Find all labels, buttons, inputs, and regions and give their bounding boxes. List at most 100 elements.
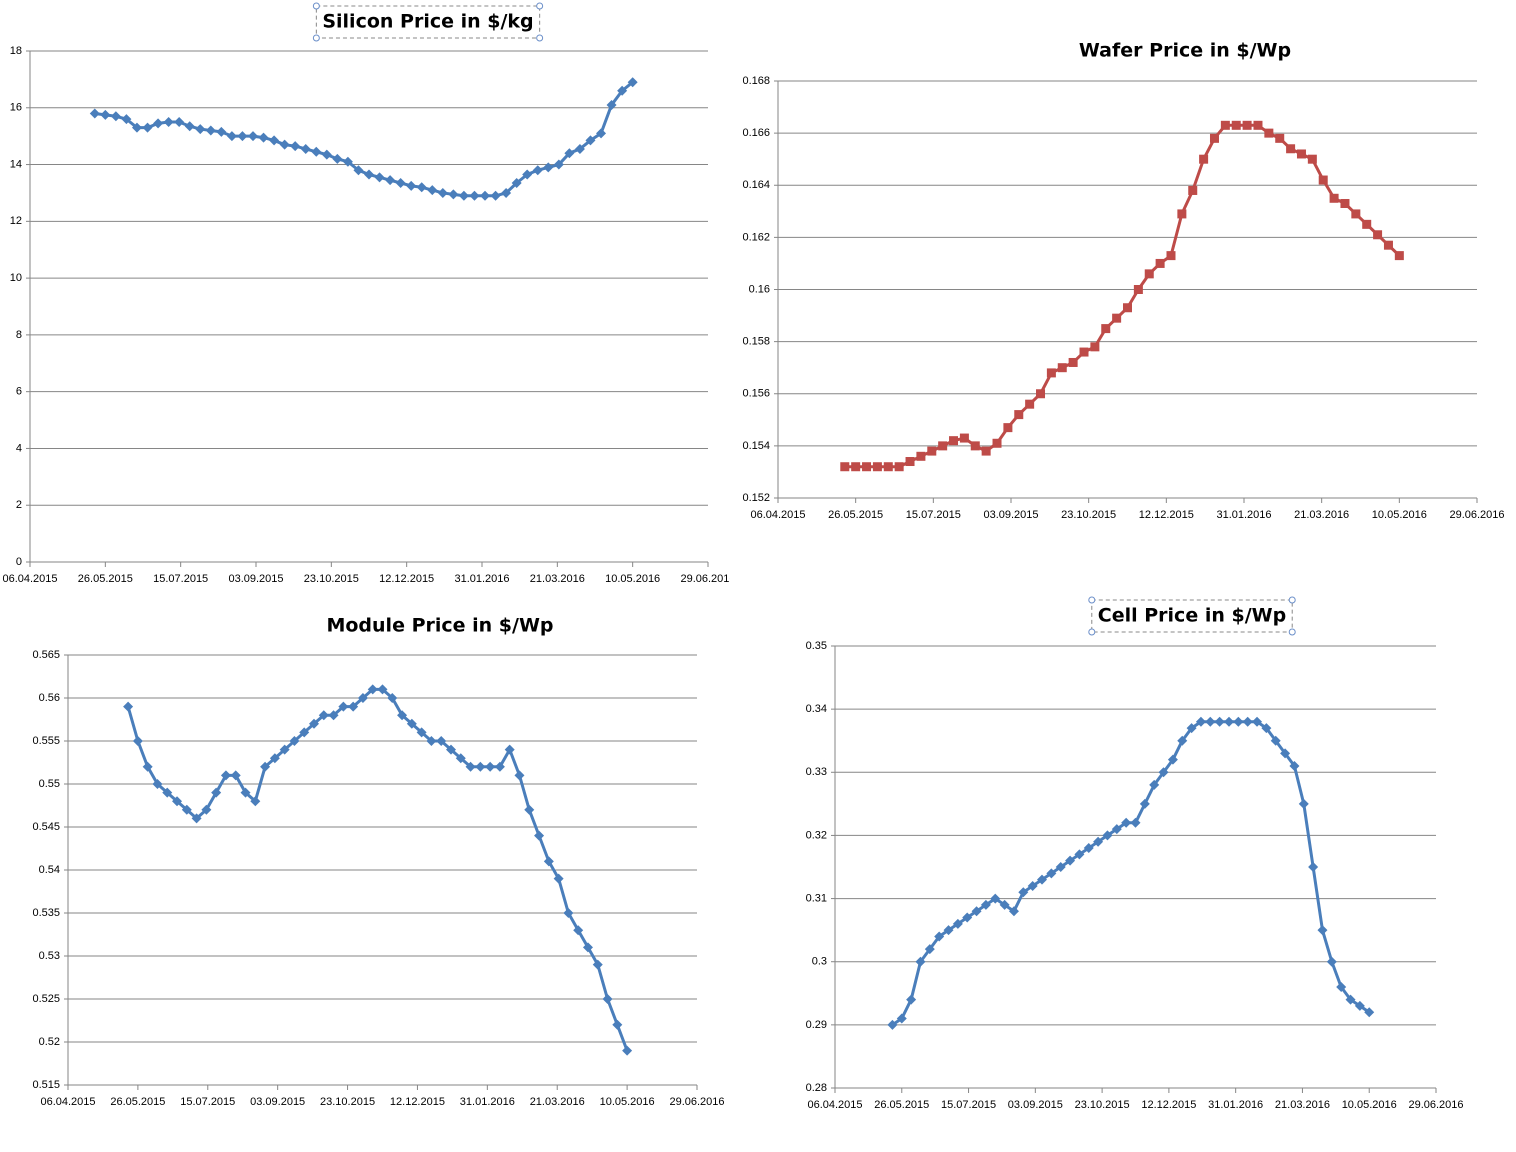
x-tick-label: 31.01.2016 xyxy=(1208,1099,1263,1111)
x-tick-label: 26.05.2015 xyxy=(874,1099,929,1111)
data-point xyxy=(174,116,185,127)
data-point xyxy=(230,770,241,781)
selection-handle xyxy=(1288,628,1296,636)
data-point xyxy=(1037,874,1048,885)
selection-handle xyxy=(1288,596,1296,604)
data-point xyxy=(377,684,388,695)
data-point xyxy=(269,135,280,146)
data-point xyxy=(1167,754,1178,765)
data-point xyxy=(216,126,227,137)
y-tick-label: 0 xyxy=(16,556,22,568)
data-point xyxy=(132,736,143,746)
x-tick-label: 06.04.2015 xyxy=(2,573,57,585)
data-point xyxy=(152,779,163,789)
data-point xyxy=(1025,399,1035,409)
line xyxy=(844,123,1401,469)
data-point xyxy=(927,446,937,456)
data-point xyxy=(971,906,982,917)
y-tick-label: 0.3 xyxy=(812,956,827,968)
data-point xyxy=(574,143,585,154)
x-tick-label: 21.03.2016 xyxy=(530,1096,585,1108)
chart: 0.28 0.29 0.3 0.31 0.32 0.33 0.34 0.35 06.04.201… xyxy=(806,596,1464,1111)
data-point xyxy=(1264,128,1274,138)
data-point xyxy=(348,701,359,712)
data-point xyxy=(1231,120,1241,130)
data-point xyxy=(1326,956,1337,967)
data-point xyxy=(395,178,406,189)
selection-handle xyxy=(536,2,544,10)
data-point xyxy=(220,770,231,781)
x-tick-label: 23.10.2015 xyxy=(304,573,359,585)
x-tick-label: 29.06.2016 xyxy=(1449,509,1504,521)
x-tick-label: 10.05.2016 xyxy=(600,1096,655,1108)
x-tick-label: 10.05.2016 xyxy=(1342,1099,1397,1111)
data-point xyxy=(896,1013,907,1024)
data-point xyxy=(142,761,153,772)
data-point xyxy=(406,718,417,729)
data-point xyxy=(250,796,261,807)
data-point xyxy=(1214,716,1225,727)
data-point xyxy=(269,753,280,764)
data-point xyxy=(1068,357,1078,367)
data-point xyxy=(1018,887,1029,898)
data-point xyxy=(1186,723,1197,734)
data-point xyxy=(1298,798,1309,809)
data-point xyxy=(110,111,121,122)
data-point xyxy=(1057,363,1067,373)
data-point xyxy=(211,787,222,798)
data-point xyxy=(321,149,332,160)
data-point xyxy=(416,727,427,738)
data-point xyxy=(1242,716,1253,727)
y-tick-label: 0.55 xyxy=(39,778,60,790)
data-point xyxy=(364,169,374,180)
data-point xyxy=(1158,767,1169,778)
data-point xyxy=(1223,716,1234,727)
chart-title: Silicon Price in $/kg xyxy=(322,11,533,33)
data-point xyxy=(1177,735,1188,746)
y-tick-label: 0.31 xyxy=(806,892,827,904)
data-point xyxy=(445,744,456,755)
data-point xyxy=(1205,716,1216,727)
data-point xyxy=(338,701,349,712)
x-tick-label: 15.07.2015 xyxy=(906,509,961,521)
y-tick-label: 0.152 xyxy=(742,492,770,504)
x-tick-label: 23.10.2015 xyxy=(1075,1099,1130,1111)
data-point xyxy=(342,156,353,167)
y-tick-label: 12 xyxy=(10,215,22,227)
data-point xyxy=(1286,144,1296,154)
data-point xyxy=(205,125,216,136)
data-point xyxy=(1149,779,1160,790)
data-point xyxy=(300,143,311,154)
data-point xyxy=(1083,843,1094,854)
data-point xyxy=(318,710,329,721)
data-point xyxy=(627,77,638,88)
data-point xyxy=(564,148,575,159)
data-point xyxy=(938,441,948,451)
selection-handle xyxy=(1088,628,1096,636)
y-tick-label: 0.555 xyxy=(32,735,60,747)
data-point xyxy=(949,436,959,446)
data-point xyxy=(894,462,904,472)
data-point xyxy=(1101,324,1111,334)
data-point xyxy=(1014,410,1024,420)
data-point xyxy=(480,190,491,201)
x-tick-label: 12.12.2015 xyxy=(1141,1099,1196,1111)
data-point xyxy=(1340,198,1350,208)
data-point xyxy=(534,830,545,841)
data-point xyxy=(1275,133,1285,143)
data-point xyxy=(1074,849,1085,860)
data-point xyxy=(1308,862,1319,872)
data-point xyxy=(279,744,290,755)
data-point xyxy=(260,761,271,772)
data-point xyxy=(1270,735,1281,746)
y-tick-label: 0.164 xyxy=(742,179,770,191)
data-point xyxy=(357,693,368,703)
selection-box xyxy=(1091,599,1293,633)
y-tick-label: 6 xyxy=(16,386,22,398)
data-point xyxy=(1362,219,1372,229)
data-point xyxy=(1144,269,1154,279)
chart-title: Module Price in $/Wp xyxy=(326,615,553,637)
data-point xyxy=(504,744,515,755)
x-tick-label: 03.09.2015 xyxy=(983,509,1038,521)
